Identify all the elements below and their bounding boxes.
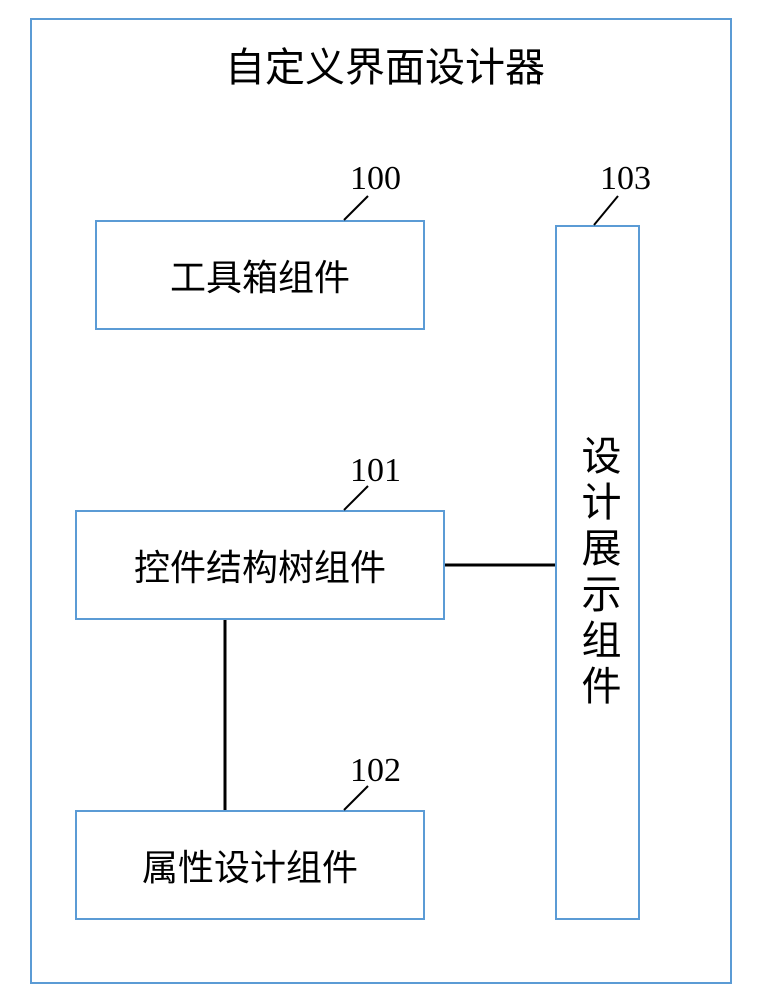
toolbox-node: 工具箱组件 (95, 220, 425, 330)
preview-node: 设计展示组件 (555, 225, 640, 920)
tree-label: 控件结构树组件 (134, 539, 386, 591)
toolbox-label: 工具箱组件 (170, 249, 350, 301)
tree-node: 控件结构树组件 (75, 510, 445, 620)
ref-102: 102 (350, 752, 401, 790)
diagram-title: 自定义界面设计器 (150, 35, 620, 85)
ref-103: 103 (600, 160, 651, 198)
diagram-canvas: 自定义界面设计器 工具箱组件 控件结构树组件 属性设计组件 设计展示组件 100… (0, 0, 757, 1000)
preview-label: 设计展示组件 (569, 435, 627, 711)
props-label: 属性设计组件 (142, 839, 358, 891)
ref-101: 101 (350, 452, 401, 490)
ref-100: 100 (350, 160, 401, 198)
props-node: 属性设计组件 (75, 810, 425, 920)
